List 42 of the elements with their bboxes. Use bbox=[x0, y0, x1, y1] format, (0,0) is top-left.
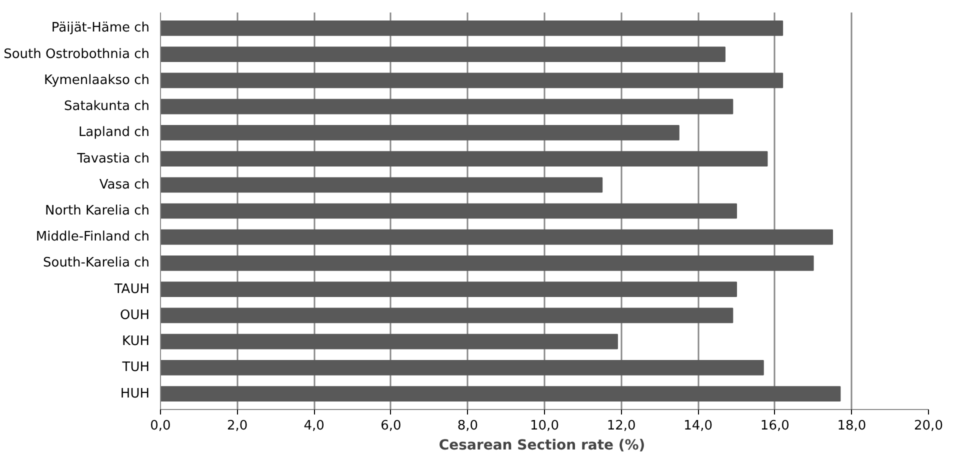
y-tick-label: OUH bbox=[120, 308, 150, 323]
y-tick-label: KUH bbox=[122, 334, 150, 350]
bar bbox=[160, 203, 737, 219]
y-tick-label: TUH bbox=[121, 360, 150, 376]
x-axis-title: Cesarean Section rate (%) bbox=[438, 438, 646, 454]
bar bbox=[160, 72, 784, 88]
bar bbox=[160, 98, 734, 114]
bar bbox=[160, 46, 726, 62]
bar bbox=[160, 124, 680, 140]
y-tick-label: Kymenlaakso ch bbox=[44, 72, 150, 88]
bar bbox=[160, 229, 833, 245]
y-tick-label: Satakunta ch bbox=[64, 99, 150, 114]
y-tick-label: Päijät-Häme ch bbox=[51, 20, 150, 36]
bar bbox=[160, 334, 618, 350]
x-tick-label: 10,0 bbox=[530, 418, 559, 434]
x-tick-label: 4,0 bbox=[304, 418, 324, 434]
y-tick-label: Middle-Finland ch bbox=[36, 230, 150, 245]
bar bbox=[160, 151, 768, 166]
x-tick-label: 16,0 bbox=[760, 418, 790, 434]
y-tick-label: Tavastia ch bbox=[76, 151, 150, 166]
y-tick-label: Vasa ch bbox=[99, 177, 150, 192]
y-tick-label: Lapland ch bbox=[78, 125, 150, 140]
bar bbox=[160, 282, 737, 298]
x-tick-label: 14,0 bbox=[684, 418, 713, 434]
bar bbox=[160, 386, 841, 402]
y-tick-label: South-Karelia ch bbox=[43, 256, 150, 271]
bar bbox=[160, 177, 603, 193]
x-tick-label: 0,0 bbox=[150, 418, 171, 434]
x-tick-label: 2,0 bbox=[226, 418, 248, 434]
y-tick-label: South Ostrobothnia ch bbox=[4, 46, 150, 62]
bar bbox=[160, 20, 784, 36]
bar bbox=[160, 256, 814, 271]
x-tick-label: 8,0 bbox=[457, 418, 478, 434]
y-tick-label: HUH bbox=[120, 386, 150, 402]
bar bbox=[160, 308, 734, 324]
x-tick-label: 6,0 bbox=[380, 418, 402, 434]
y-tick-label: North Karelia ch bbox=[44, 204, 150, 218]
x-tick-label: 12,0 bbox=[606, 418, 636, 434]
x-tick-label: 20,0 bbox=[914, 418, 943, 434]
x-tick-label: 18,0 bbox=[837, 418, 866, 434]
bar bbox=[160, 360, 764, 376]
y-tick-label: TAUH bbox=[113, 282, 150, 297]
